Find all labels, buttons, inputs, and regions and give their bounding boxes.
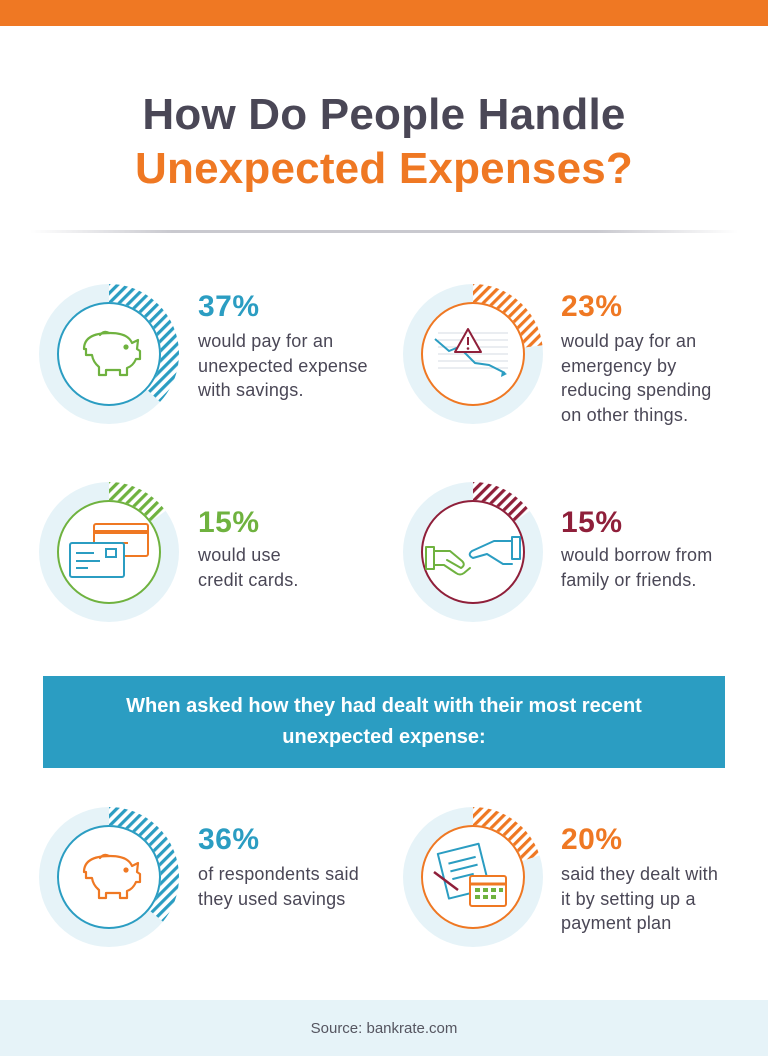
warning-chart-icon: [434, 328, 508, 377]
recent-2-donut: [402, 806, 544, 948]
source-text: Source: bankrate.com: [310, 1019, 458, 1037]
source-footer: Source: bankrate.com: [0, 1000, 768, 1056]
piggy-bank-icon: [82, 853, 142, 900]
payment-plan-icon: [433, 842, 507, 907]
stat-4-percent: 15%: [561, 506, 623, 539]
stat-2-percent: 23%: [561, 290, 623, 323]
stat-4-donut: [402, 481, 544, 623]
recent-1-description: of respondents said they used savings: [198, 864, 359, 909]
stat-3-description: would use credit cards.: [198, 545, 299, 590]
top-accent-bar: [0, 0, 768, 26]
title-line-2: Unexpected Expenses?: [135, 144, 633, 193]
stat-3-donut: [38, 481, 180, 623]
title-line-1: How Do People Handle: [142, 90, 626, 139]
recent-1-donut: [38, 806, 180, 948]
recent-expense-banner: When asked how they had dealt with their…: [43, 676, 725, 768]
title-divider: [30, 230, 738, 233]
recent-2-description: said they dealt with it by setting up a …: [561, 864, 719, 933]
stat-1-description: would pay for an unexpected expense with…: [198, 331, 368, 400]
piggy-bank-icon: [82, 330, 142, 377]
recent-1-percent: 36%: [198, 823, 260, 856]
handshake-icon: [425, 536, 521, 576]
stat-1-percent: 37%: [198, 290, 260, 323]
credit-cards-icon: [69, 523, 149, 578]
stat-2-donut: [402, 283, 544, 425]
stat-4-description: would borrow from family or friends.: [561, 545, 713, 590]
stat-1-donut: [38, 283, 180, 425]
recent-2-percent: 20%: [561, 823, 623, 856]
stat-3-percent: 15%: [198, 506, 260, 539]
stat-2-description: would pay for an emergency by reducing s…: [561, 331, 712, 425]
